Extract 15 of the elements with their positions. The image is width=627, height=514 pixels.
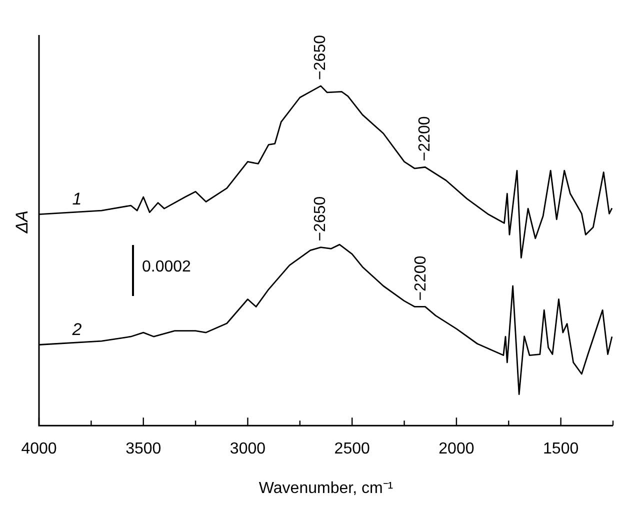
x-tick-label: 2000 — [438, 440, 474, 458]
series-label: 1 — [72, 190, 82, 209]
series-label: 2 — [71, 320, 82, 339]
x-tick-label: 3500 — [126, 440, 162, 458]
x-tick-label: 1500 — [543, 440, 579, 458]
annotation: −2650 — [312, 196, 330, 242]
annotation: 0.0002 — [142, 258, 192, 276]
x-tick-label: 4000 — [21, 440, 57, 458]
annotation: −2200 — [412, 256, 430, 301]
annotation: −2650 — [312, 34, 330, 80]
x-tick-label: 3000 — [230, 440, 266, 458]
annotation: −2200 — [416, 116, 434, 162]
x-axis-title: Wavenumber, cm⁻¹ — [258, 480, 394, 497]
x-tick-label: 2500 — [334, 440, 370, 458]
y-axis-title: ΔA — [12, 210, 32, 234]
